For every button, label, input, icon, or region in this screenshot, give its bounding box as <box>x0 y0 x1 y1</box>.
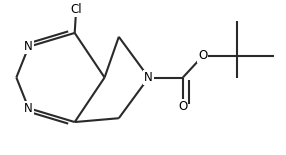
Text: O: O <box>178 100 187 113</box>
Text: N: N <box>144 71 153 84</box>
Text: O: O <box>198 49 207 62</box>
Text: N: N <box>24 40 33 53</box>
Text: N: N <box>24 102 33 115</box>
Text: Cl: Cl <box>70 3 82 16</box>
